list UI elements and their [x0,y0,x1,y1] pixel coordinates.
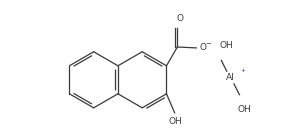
Text: O: O [176,15,184,23]
Text: OH: OH [219,41,233,50]
Text: −: − [205,41,211,47]
Text: O: O [199,43,206,52]
Text: OH: OH [168,117,182,126]
Text: Al: Al [226,73,235,82]
Text: OH: OH [238,105,251,114]
Text: +: + [240,68,245,73]
